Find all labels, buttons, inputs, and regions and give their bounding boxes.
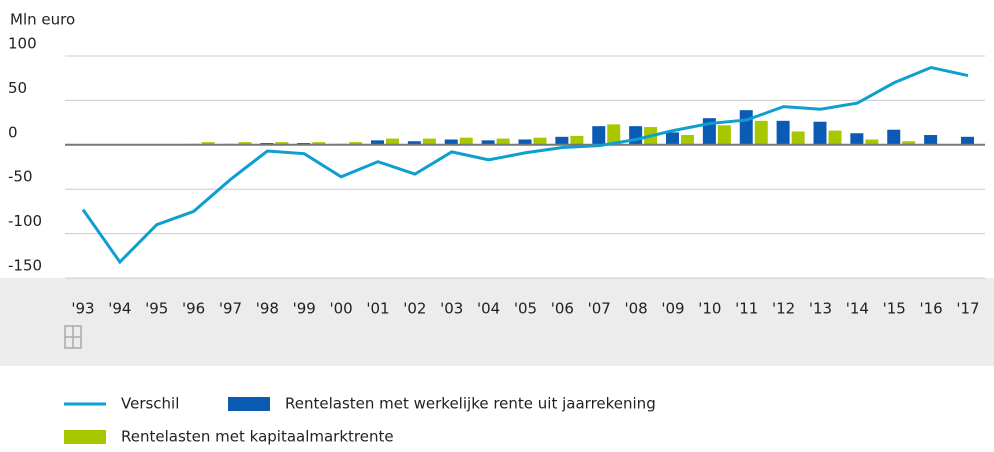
line	[81, 65, 969, 265]
bar	[238, 142, 252, 145]
x-tick-label: '98	[256, 300, 279, 318]
bar	[607, 124, 621, 145]
x-tick-label: '95	[145, 300, 168, 318]
y-tick-label: -150	[8, 257, 42, 275]
legend-label: Rentelasten met werkelijke rente uit jaa…	[285, 395, 656, 413]
x-tick-label: '94	[108, 300, 131, 318]
bar	[570, 135, 584, 145]
x-tick-label: '04	[477, 300, 500, 318]
bar	[902, 141, 916, 145]
bar	[407, 141, 421, 145]
x-tick-label: '06	[551, 300, 574, 318]
bar	[791, 131, 805, 145]
x-tick-label: '10	[698, 300, 721, 318]
x-tick-label: '07	[588, 300, 611, 318]
x-tick-label: '01	[366, 300, 389, 318]
bar	[828, 130, 842, 145]
bar	[312, 142, 326, 145]
bar	[201, 142, 215, 145]
y-tick-label: -100	[8, 212, 42, 230]
bar	[422, 138, 436, 145]
x-tick-label: '00	[330, 300, 353, 318]
bar	[518, 139, 532, 145]
bar	[459, 137, 473, 145]
x-tick-label: '93	[71, 300, 94, 318]
x-tick-label: '16	[920, 300, 943, 318]
bar	[371, 140, 384, 145]
y-tick-label: -50	[8, 168, 33, 186]
axis-band	[0, 278, 994, 366]
legend-label: Verschil	[121, 395, 179, 413]
x-tick-label: '96	[182, 300, 205, 318]
bar	[924, 135, 938, 145]
bar	[813, 121, 827, 145]
bar	[865, 139, 879, 145]
logo	[64, 325, 82, 349]
bar	[887, 129, 901, 145]
bar	[776, 120, 790, 145]
bar	[386, 138, 399, 145]
x-tick-label: '14	[846, 300, 869, 318]
legend-swatch	[228, 397, 270, 411]
x-tick-label: '17	[956, 300, 979, 318]
bar	[629, 126, 643, 145]
bar	[444, 139, 458, 145]
bar	[496, 138, 510, 145]
bar	[681, 135, 694, 145]
y-tick-label: 100	[8, 35, 37, 53]
bar	[349, 142, 363, 145]
bar	[533, 137, 547, 145]
bar	[717, 125, 731, 145]
x-tick-label: '09	[661, 300, 684, 318]
y-tick-label: 50	[8, 79, 27, 97]
legend-label: Rentelasten met kapitaalmarktrente	[121, 428, 394, 446]
bar	[275, 142, 289, 145]
x-tick-label: '03	[440, 300, 463, 318]
bar	[739, 110, 753, 145]
x-tick-label: '12	[772, 300, 795, 318]
x-tick-label: '99	[293, 300, 316, 318]
x-tick-label: '05	[514, 300, 537, 318]
legend-swatch	[64, 430, 106, 444]
x-tick-label: '08	[625, 300, 648, 318]
bar	[961, 136, 974, 145]
x-tick-label: '15	[883, 300, 906, 318]
bar	[754, 120, 768, 145]
bar	[666, 132, 679, 145]
x-tick-label: '02	[403, 300, 426, 318]
bar	[850, 133, 864, 145]
x-tick-label: '11	[735, 300, 758, 318]
bar	[555, 136, 569, 145]
x-tick-label: '97	[219, 300, 242, 318]
bar	[592, 126, 606, 145]
x-tick-label: '13	[809, 300, 832, 318]
y-axis-title: Mln euro	[10, 11, 75, 29]
bar	[481, 140, 495, 145]
y-tick-label: 0	[8, 123, 18, 141]
